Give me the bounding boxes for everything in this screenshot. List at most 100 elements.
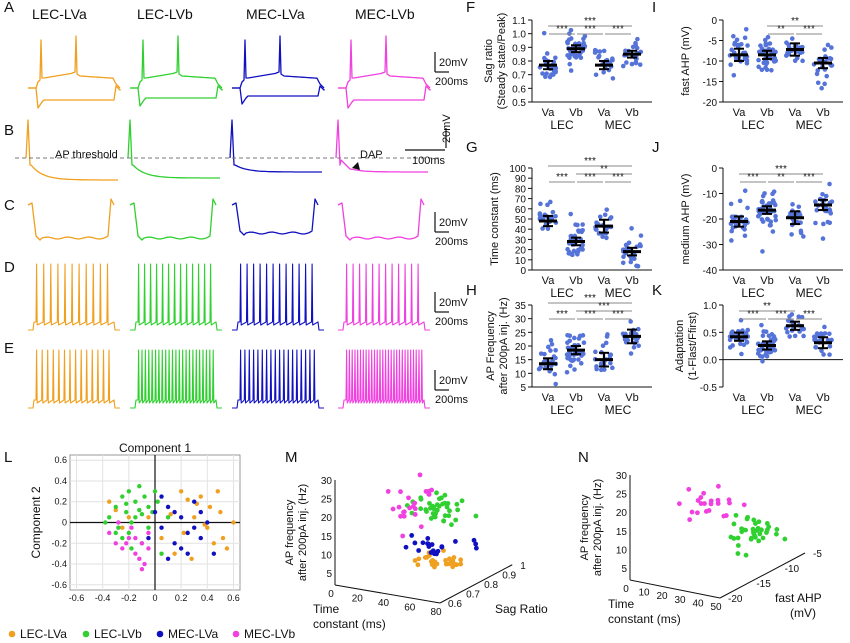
legend-label: MEC-LVb (244, 627, 295, 641)
data-point-F (593, 72, 599, 78)
data-point-H (565, 355, 570, 361)
group-label-G: LEC (550, 286, 574, 300)
group-label-I: LEC (741, 118, 765, 132)
x-tick-label-N: 10 (638, 588, 650, 599)
scale-mv-B: 20mV (441, 114, 453, 143)
scale-mv-D: 20mV (439, 297, 468, 309)
group-label-K: MEC (796, 403, 823, 417)
y-axis-label-M: AP frequency (284, 499, 296, 565)
z-axis-label-N: (mV) (790, 606, 816, 620)
y-axis-label-F: (Steady state/Peak) (496, 13, 508, 110)
x-tick-label-N: 40 (692, 598, 704, 609)
y-tick-label-L: 0.6 (54, 455, 67, 465)
data-point-K (730, 343, 735, 348)
scatter3d-point-lvb (473, 513, 479, 519)
scatter3d-point-lvb (455, 507, 461, 513)
scatter3d-point-lvb (442, 513, 448, 519)
scatter3d-point-lvb (436, 496, 442, 502)
data-point-K (799, 314, 805, 320)
data-point-I (819, 85, 824, 91)
trace-D (130, 263, 222, 331)
scatter3d-point-mva (403, 544, 409, 550)
y-tick-label-K: 0.0 (703, 356, 717, 367)
significance-label-H: *** (584, 309, 596, 320)
y-tick-label-G: 100 (509, 164, 526, 175)
group-label-I: MEC (796, 118, 823, 132)
y-tick-label-K: 1.0 (703, 301, 717, 312)
significance-label-K: ** (763, 301, 771, 312)
pca-point-mvb (146, 530, 151, 536)
data-point-G (604, 207, 610, 212)
x-tick-label-L: 0.6 (227, 593, 240, 603)
x-tick-label-N: 20 (656, 591, 668, 602)
scatter3d-point-lva (415, 562, 421, 568)
y-tick-label-J: -20 (703, 215, 718, 226)
data-point-H (571, 335, 577, 341)
scatter3d-point-lvb (454, 501, 460, 507)
data-point-I (765, 34, 771, 40)
data-point-F (567, 55, 572, 61)
significance-label-F: *** (584, 16, 596, 27)
scatter3d-point-mvb (398, 513, 403, 519)
x-tick-label-H: Va (542, 392, 556, 404)
y-axis-label-K: (1-Flast/Ffirst) (687, 312, 699, 380)
y-tick-label-G: 80 (515, 184, 527, 195)
x-tick-label-G: Vb (625, 275, 638, 287)
y-tick-label-F: 1.1 (512, 16, 526, 27)
x-axis-label-M: constant (ms) (313, 617, 386, 631)
pca-point-lvb (139, 511, 145, 517)
data-point-J (773, 217, 779, 223)
pca-point-mva (198, 535, 203, 541)
scale-ms-A: 200ms (435, 76, 469, 88)
y-tick-label-G: 70 (515, 195, 527, 206)
pca-point-lvb (137, 483, 142, 489)
x-tick-label-M: 20 (352, 594, 364, 605)
y-axis-label-L: Component 2 (29, 486, 43, 558)
scatter3d-point-mvb (702, 501, 707, 506)
data-point-I (756, 57, 761, 63)
data-point-K (821, 352, 826, 357)
scale-ms-C: 200ms (435, 236, 469, 248)
significance-label-J: *** (803, 172, 815, 183)
y-tick-label-F: 0.7 (512, 71, 526, 82)
column-title: MEC-LVa (246, 6, 305, 22)
data-point-H (564, 352, 570, 357)
data-point-H (581, 340, 587, 346)
data-point-K (744, 339, 750, 345)
scatter3d-point-lvb (447, 508, 452, 514)
data-point-H (578, 361, 584, 366)
data-point-I (764, 61, 769, 67)
data-point-I (769, 67, 774, 73)
pca-point-mvb (133, 551, 138, 556)
data-point-H (568, 363, 573, 369)
significance-label-G: *** (584, 172, 596, 183)
data-point-K (822, 331, 828, 336)
scatter3d-point-lvb (764, 530, 769, 536)
pca-point-lva (231, 520, 236, 525)
data-point-K (787, 314, 792, 319)
scatter3d-point-mvb (396, 504, 402, 510)
x-tick-label-K: Va (789, 392, 803, 404)
x-axis-label-N: Time (608, 597, 635, 611)
scatter3d-point-lva (429, 562, 435, 567)
pca-point-lva (215, 489, 220, 494)
group-label-K: LEC (741, 403, 765, 417)
x-tick-label-H: Va (598, 392, 612, 404)
scatter3d-point-lvb (427, 500, 432, 506)
pca-point-lva (211, 541, 217, 546)
data-point-I (731, 72, 737, 78)
dap-label: DAP (360, 149, 383, 161)
z-axis-label-N: fast AHP (775, 591, 822, 605)
scatter3d-point-mvb (708, 501, 714, 507)
y-tick-label-L: -0.2 (51, 538, 67, 548)
data-point-I (762, 37, 768, 43)
data-point-F (629, 61, 635, 67)
x-tick-label-G: Va (542, 275, 556, 287)
data-point-H (600, 343, 606, 349)
data-point-F (567, 61, 573, 67)
scatter3d-point-lvb (731, 521, 737, 527)
scatter3d-point-lvb (743, 552, 749, 558)
z-tick-label-N: -20 (728, 594, 743, 605)
trace-A-hyperpol (338, 85, 431, 109)
data-point-J (770, 229, 776, 234)
